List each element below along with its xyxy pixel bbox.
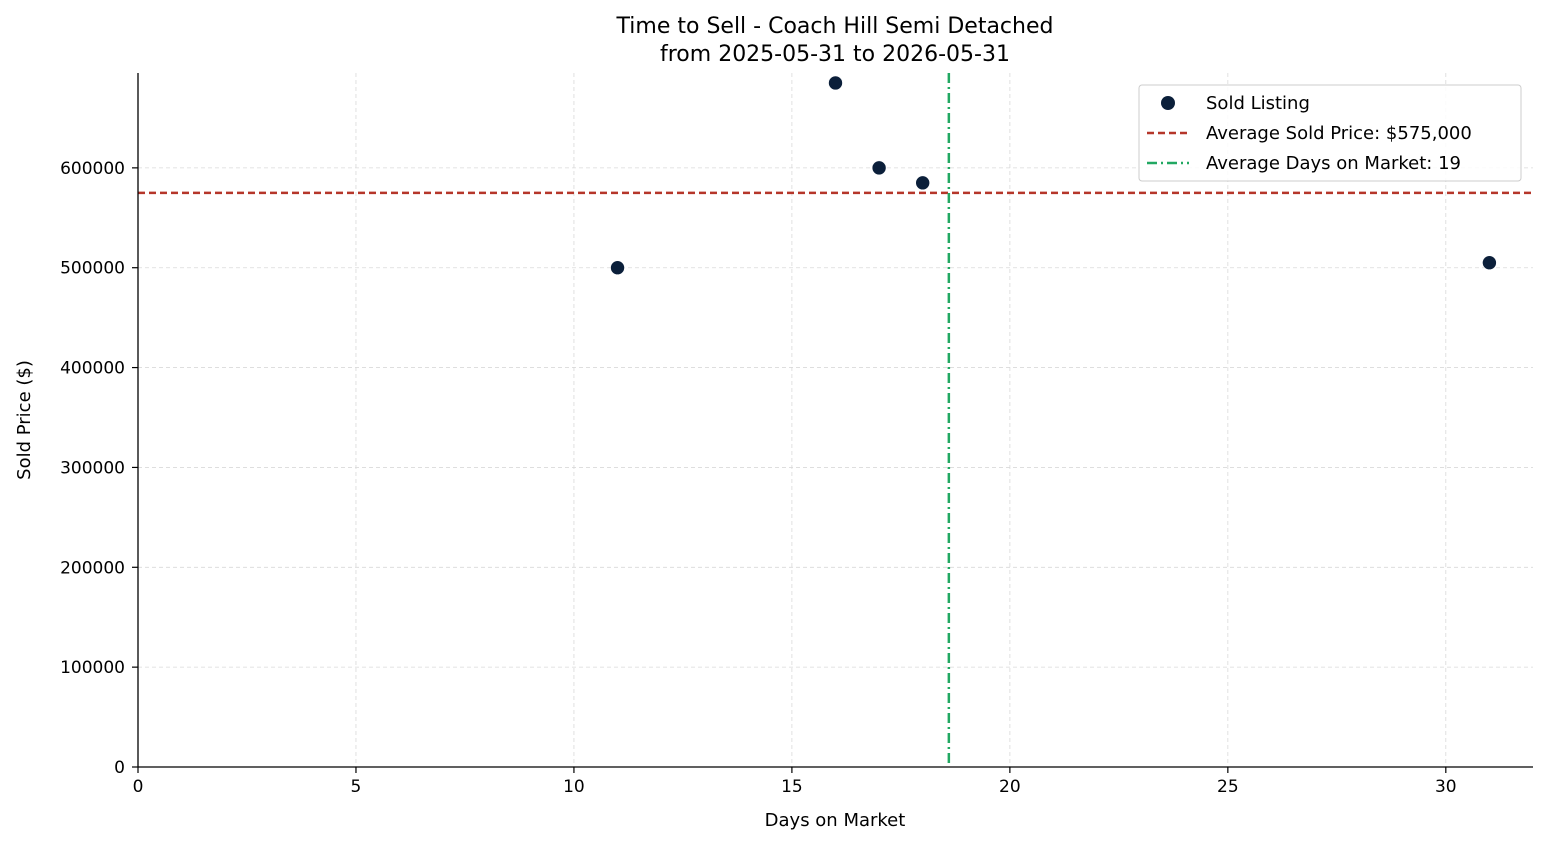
data-point-sold-listing	[871, 160, 887, 176]
data-points	[610, 75, 1497, 276]
grid	[138, 73, 1533, 767]
y-tick-label: 200000	[60, 558, 125, 578]
x-tick-label: 30	[1435, 777, 1457, 797]
legend-label-average-price: Average Sold Price: $575,000	[1206, 123, 1472, 144]
x-tick-label: 20	[999, 777, 1021, 797]
chart-subtitle: from 2025-05-31 to 2026-05-31	[660, 42, 1010, 67]
legend-marker-sold-listing	[1161, 96, 1175, 110]
y-tick-label: 400000	[60, 359, 125, 379]
data-point-sold-listing	[828, 75, 843, 91]
reference-lines	[138, 73, 1533, 767]
y-axis-label: Sold Price ($)	[14, 360, 35, 480]
legend-box	[1138, 84, 1522, 182]
y-tick-label: 0	[114, 758, 125, 778]
legend-label-average-days: Average Days on Market: 19	[1206, 153, 1461, 174]
chart-title: Time to Sell - Coach Hill Semi Detached	[616, 14, 1054, 39]
legend: Sold Listing Average Sold Price: $575,00…	[1138, 84, 1522, 182]
y-tick-label: 100000	[60, 658, 125, 678]
y-tick-label: 300000	[60, 458, 125, 478]
x-tick-label: 0	[133, 777, 144, 797]
y-tick-label: 600000	[60, 159, 125, 179]
data-point-sold-listing	[915, 175, 930, 191]
x-tick-label: 15	[781, 777, 803, 797]
data-point-sold-listing	[610, 260, 625, 276]
legend-label-sold-listing: Sold Listing	[1206, 93, 1310, 114]
data-point-sold-listing	[1482, 255, 1497, 271]
x-tick-label: 10	[563, 777, 585, 797]
x-axis-label: Days on Market	[765, 810, 906, 831]
x-tick-label: 5	[351, 777, 362, 797]
x-tick-label: 25	[1217, 777, 1239, 797]
axes: 0 5 10 15 20 25 30 0 100000 200000 300000 400000 500…	[60, 73, 1533, 797]
y-tick-label: 500000	[60, 259, 125, 279]
